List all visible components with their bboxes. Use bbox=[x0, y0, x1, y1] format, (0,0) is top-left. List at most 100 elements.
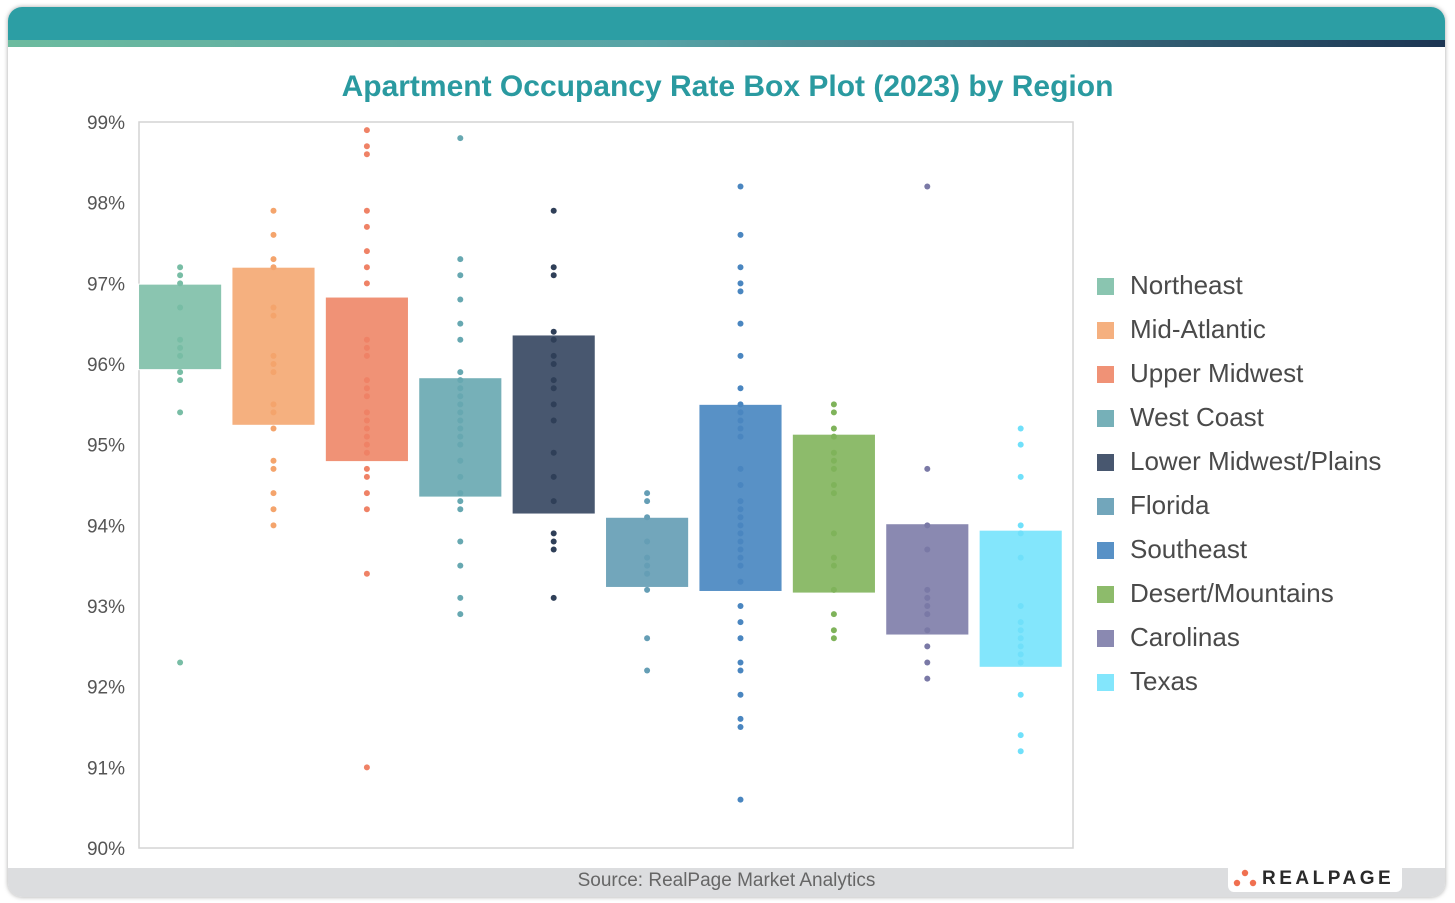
y-tick-label: 99% bbox=[87, 113, 125, 134]
data-point bbox=[457, 441, 464, 448]
data-point bbox=[924, 643, 931, 650]
data-point bbox=[550, 417, 557, 424]
data-point bbox=[737, 352, 744, 359]
data-point bbox=[1017, 619, 1024, 626]
data-point bbox=[737, 554, 744, 561]
data-point bbox=[363, 441, 370, 448]
data-point bbox=[1017, 748, 1024, 755]
data-point bbox=[924, 627, 931, 634]
data-point bbox=[550, 385, 557, 392]
data-point bbox=[737, 522, 744, 529]
data-point bbox=[737, 465, 744, 472]
data-point bbox=[924, 522, 931, 529]
data-point bbox=[550, 264, 557, 271]
data-point bbox=[737, 715, 744, 722]
data-point bbox=[830, 401, 837, 408]
data-point bbox=[737, 506, 744, 513]
data-point bbox=[363, 127, 370, 134]
data-point bbox=[457, 393, 464, 400]
data-point bbox=[737, 409, 744, 416]
data-point bbox=[830, 409, 837, 416]
data-point bbox=[457, 369, 464, 376]
box-florida bbox=[605, 516, 690, 588]
data-point bbox=[1017, 732, 1024, 739]
data-point bbox=[737, 482, 744, 488]
y-tick-label: 92% bbox=[87, 678, 125, 699]
data-point bbox=[177, 264, 184, 271]
data-point bbox=[457, 272, 464, 279]
data-point bbox=[1017, 603, 1024, 609]
data-point bbox=[457, 336, 464, 343]
legend-label: West Coast bbox=[1130, 402, 1264, 432]
data-point bbox=[177, 659, 184, 666]
legend-label: Desert/Mountains bbox=[1130, 578, 1334, 608]
data-point bbox=[1017, 554, 1024, 561]
data-point bbox=[737, 498, 744, 505]
data-point bbox=[457, 425, 464, 432]
data-point bbox=[457, 473, 464, 480]
data-point bbox=[1017, 635, 1024, 642]
data-point bbox=[457, 135, 464, 142]
data-point bbox=[550, 546, 557, 553]
data-point bbox=[644, 498, 651, 505]
box-carolinas bbox=[885, 523, 970, 636]
data-point bbox=[363, 490, 370, 497]
legend-label: Upper Midwest bbox=[1130, 358, 1304, 388]
legend-swatch bbox=[1097, 366, 1114, 383]
data-point bbox=[177, 377, 184, 384]
data-point bbox=[924, 183, 931, 190]
data-point bbox=[644, 570, 651, 577]
data-point bbox=[270, 506, 277, 513]
data-point bbox=[550, 207, 557, 214]
data-point bbox=[363, 336, 370, 343]
data-point bbox=[737, 635, 744, 642]
y-tick-label: 91% bbox=[87, 758, 125, 779]
legend-label: Lower Midwest/Plains bbox=[1130, 446, 1382, 476]
data-point bbox=[457, 256, 464, 263]
data-point bbox=[270, 361, 277, 367]
y-tick-label: 95% bbox=[87, 436, 125, 457]
data-point bbox=[550, 336, 557, 343]
data-point bbox=[457, 409, 464, 416]
data-point bbox=[457, 490, 464, 497]
data-point bbox=[737, 401, 744, 408]
data-point bbox=[924, 465, 931, 472]
header-band bbox=[8, 7, 1445, 40]
data-point bbox=[363, 377, 370, 384]
data-point bbox=[737, 619, 744, 626]
data-point bbox=[830, 482, 837, 488]
data-point bbox=[457, 594, 464, 601]
data-point bbox=[737, 264, 744, 271]
data-point bbox=[363, 433, 370, 440]
data-point bbox=[550, 449, 557, 456]
data-point bbox=[737, 538, 744, 545]
data-point bbox=[270, 425, 277, 432]
logo-text: REALPAGE bbox=[1262, 868, 1395, 889]
data-point bbox=[270, 256, 277, 263]
data-point bbox=[550, 594, 557, 601]
data-point bbox=[737, 562, 744, 569]
data-point bbox=[737, 659, 744, 666]
data-point bbox=[830, 457, 837, 464]
data-point bbox=[644, 554, 651, 561]
data-point bbox=[830, 562, 837, 569]
data-point bbox=[737, 288, 744, 295]
data-point bbox=[924, 611, 931, 618]
data-point bbox=[363, 385, 370, 392]
data-point bbox=[363, 506, 370, 513]
data-point bbox=[737, 796, 744, 803]
legend-label: Florida bbox=[1130, 490, 1210, 520]
data-point bbox=[644, 586, 651, 593]
data-point bbox=[737, 603, 744, 609]
data-point bbox=[177, 344, 184, 351]
realpage-logo: REALPAGE bbox=[1228, 868, 1402, 892]
chart-card: Source: RealPage Market Analytics REALPA… bbox=[8, 7, 1445, 897]
data-point bbox=[924, 675, 931, 682]
data-point bbox=[363, 344, 370, 351]
data-point bbox=[177, 272, 184, 279]
plot-area-frame bbox=[138, 121, 1074, 849]
data-point bbox=[363, 409, 370, 416]
data-point bbox=[737, 724, 744, 730]
data-point bbox=[737, 280, 744, 287]
